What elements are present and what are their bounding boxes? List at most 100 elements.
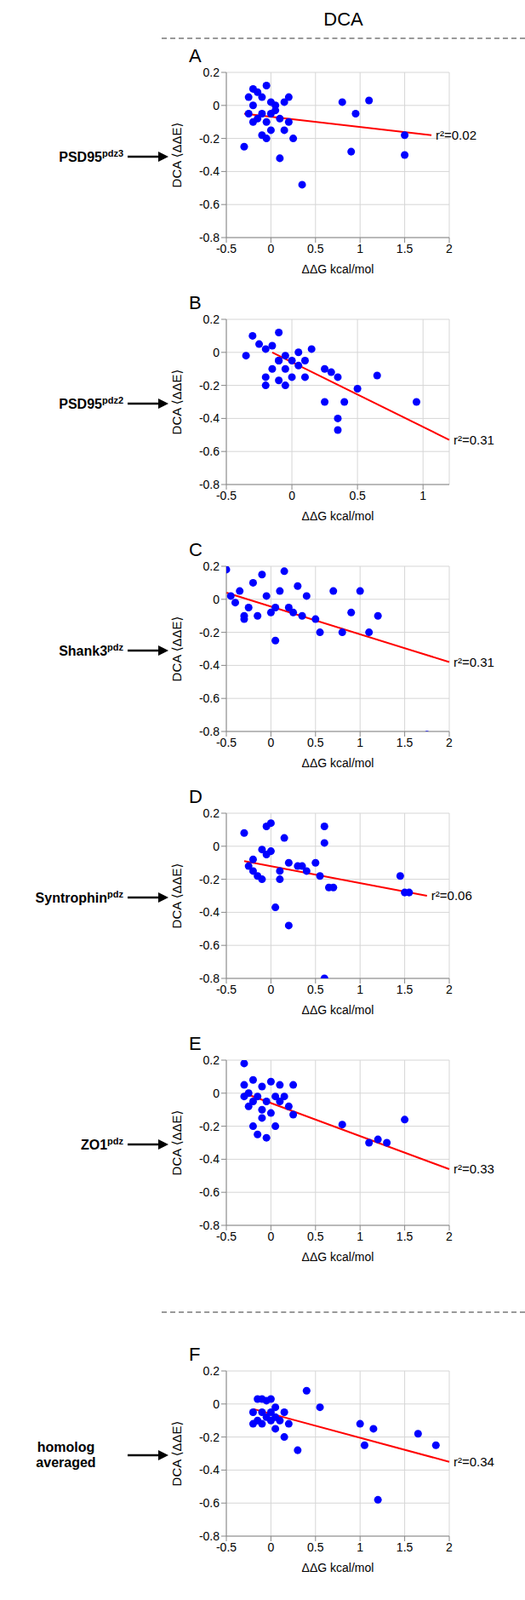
svg-text:0.5: 0.5 (307, 241, 325, 256)
svg-text:2: 2 (445, 241, 453, 256)
html-text:Shank3pdz: Shank3pdz (58, 641, 124, 658)
svg-text:DCA ⟨ΔΔE⟩: DCA ⟨ΔΔE⟩ (170, 369, 184, 435)
svg-text:-0.5: -0.5 (216, 1228, 237, 1243)
svg-text:ΔΔG kcal/mol: ΔΔG kcal/mol (302, 1002, 375, 1016)
svg-text:2: 2 (445, 1228, 453, 1243)
svg-text:-0.5: -0.5 (216, 981, 237, 996)
svg-text:0.5: 0.5 (307, 981, 325, 996)
svg-text:0: 0 (212, 838, 220, 853)
svg-text:-0.4: -0.4 (199, 904, 220, 919)
svg-text:-0.8: -0.8 (199, 230, 220, 245)
svg-text:0.2: 0.2 (203, 1363, 221, 1377)
svg-text:1.5: 1.5 (396, 241, 414, 256)
svg-text:0.5: 0.5 (307, 735, 325, 749)
svg-text:1: 1 (356, 1539, 364, 1553)
svg-text:0: 0 (268, 1228, 275, 1243)
svg-text:-0.4: -0.4 (199, 164, 220, 178)
svg-text:r²=0.31: r²=0.31 (453, 654, 495, 669)
svg-text:0: 0 (212, 1396, 220, 1410)
html-text:B: B (188, 291, 202, 314)
svg-text:ΔΔG kcal/mol: ΔΔG kcal/mol (302, 262, 375, 276)
svg-text:-0.8: -0.8 (199, 970, 220, 985)
svg-text:r²=0.06: r²=0.06 (431, 887, 473, 902)
html-text:PSD95pdz3: PSD95pdz3 (58, 147, 124, 165)
svg-text:-0.6: -0.6 (199, 197, 220, 212)
svg-text:-0.5: -0.5 (216, 241, 237, 256)
svg-text:2: 2 (445, 1539, 453, 1553)
svg-text:-0.5: -0.5 (216, 488, 237, 502)
svg-text:DCA ⟨ΔΔE⟩: DCA ⟨ΔΔE⟩ (170, 862, 184, 929)
svg-text:0.2: 0.2 (203, 312, 221, 326)
svg-text:2: 2 (445, 981, 453, 996)
svg-text:1: 1 (356, 735, 364, 749)
svg-text:1.5: 1.5 (396, 1539, 414, 1553)
html-text:Syntrophinpdz: Syntrophinpdz (35, 888, 124, 905)
svg-text:0.5: 0.5 (307, 1228, 325, 1243)
svg-text:0: 0 (268, 735, 275, 749)
svg-text:-0.2: -0.2 (199, 1118, 220, 1133)
svg-text:-0.2: -0.2 (199, 131, 220, 146)
svg-text:ΔΔG kcal/mol: ΔΔG kcal/mol (302, 508, 375, 523)
svg-text:r²=0.33: r²=0.33 (453, 1160, 495, 1176)
svg-text:1.5: 1.5 (396, 981, 414, 996)
svg-text:-0.4: -0.4 (199, 410, 220, 425)
svg-text:-0.5: -0.5 (216, 1539, 237, 1553)
svg-text:r²=0.31: r²=0.31 (453, 432, 495, 447)
html-text:E: E (188, 1032, 202, 1054)
svg-text:0: 0 (212, 592, 220, 606)
svg-text:2: 2 (445, 735, 453, 749)
svg-text:1: 1 (419, 488, 427, 503)
html-text:ZO1pdz: ZO1pdz (80, 1134, 124, 1152)
svg-text:ΔΔG kcal/mol: ΔΔG kcal/mol (302, 755, 375, 770)
svg-text:-0.4: -0.4 (199, 1461, 220, 1476)
svg-text:0.2: 0.2 (203, 65, 221, 80)
svg-text:0: 0 (212, 98, 220, 113)
svg-text:DCA ⟨ΔΔE⟩: DCA ⟨ΔΔE⟩ (170, 1420, 184, 1486)
svg-text:-0.2: -0.2 (199, 378, 220, 393)
svg-text:-0.6: -0.6 (199, 1184, 220, 1199)
svg-text:0.2: 0.2 (203, 559, 221, 573)
svg-text:1.5: 1.5 (396, 1228, 414, 1243)
svg-text:-0.8: -0.8 (199, 1528, 220, 1542)
html-text:homolog averaged: homolog averaged (36, 1438, 96, 1469)
html-text:PSD95pdz2: PSD95pdz2 (58, 394, 124, 412)
svg-text:DCA ⟨ΔΔE⟩: DCA ⟨ΔΔE⟩ (170, 1109, 184, 1176)
svg-text:0: 0 (212, 1085, 220, 1100)
svg-text:DCA ⟨ΔΔE⟩: DCA ⟨ΔΔE⟩ (170, 616, 184, 682)
html-text:D: D (188, 785, 203, 807)
svg-text:0: 0 (212, 345, 220, 360)
svg-text:-0.6: -0.6 (199, 690, 220, 705)
svg-text:1.5: 1.5 (396, 735, 414, 749)
svg-text:-0.6: -0.6 (199, 444, 220, 458)
svg-text:ΔΔG kcal/mol: ΔΔG kcal/mol (302, 1249, 375, 1263)
svg-text:-0.6: -0.6 (199, 937, 220, 952)
svg-text:-0.5: -0.5 (216, 735, 237, 749)
svg-text:-0.8: -0.8 (199, 724, 220, 738)
svg-text:0: 0 (268, 1539, 275, 1553)
svg-text:0.5: 0.5 (348, 488, 366, 503)
svg-text:-0.4: -0.4 (199, 1151, 220, 1165)
svg-text:-0.2: -0.2 (199, 625, 220, 640)
svg-text:0: 0 (268, 981, 275, 996)
svg-text:r²=0.02: r²=0.02 (435, 127, 477, 143)
svg-text:-0.4: -0.4 (199, 657, 220, 672)
svg-text:0: 0 (288, 488, 296, 503)
svg-text:1: 1 (356, 1228, 364, 1243)
svg-text:1: 1 (356, 241, 364, 256)
svg-text:-0.6: -0.6 (199, 1495, 220, 1509)
svg-text:-0.8: -0.8 (199, 477, 220, 491)
svg-text:-0.8: -0.8 (199, 1217, 220, 1232)
svg-text:-0.2: -0.2 (199, 1429, 220, 1444)
svg-text:-0.2: -0.2 (199, 872, 220, 886)
svg-text:ΔΔG kcal/mol: ΔΔG kcal/mol (302, 1559, 375, 1574)
svg-text:1: 1 (356, 981, 364, 996)
html-text:C: C (188, 538, 203, 560)
svg-text:DCA ⟨ΔΔE⟩: DCA ⟨ΔΔE⟩ (170, 122, 184, 189)
svg-text:r²=0.34: r²=0.34 (453, 1453, 495, 1468)
html-text:A: A (188, 45, 202, 67)
svg-text:0.2: 0.2 (203, 1052, 221, 1067)
svg-text:0.2: 0.2 (203, 805, 221, 820)
html-text:DCA: DCA (323, 8, 364, 30)
svg-text:0.5: 0.5 (307, 1539, 325, 1553)
svg-text:0: 0 (268, 241, 275, 256)
